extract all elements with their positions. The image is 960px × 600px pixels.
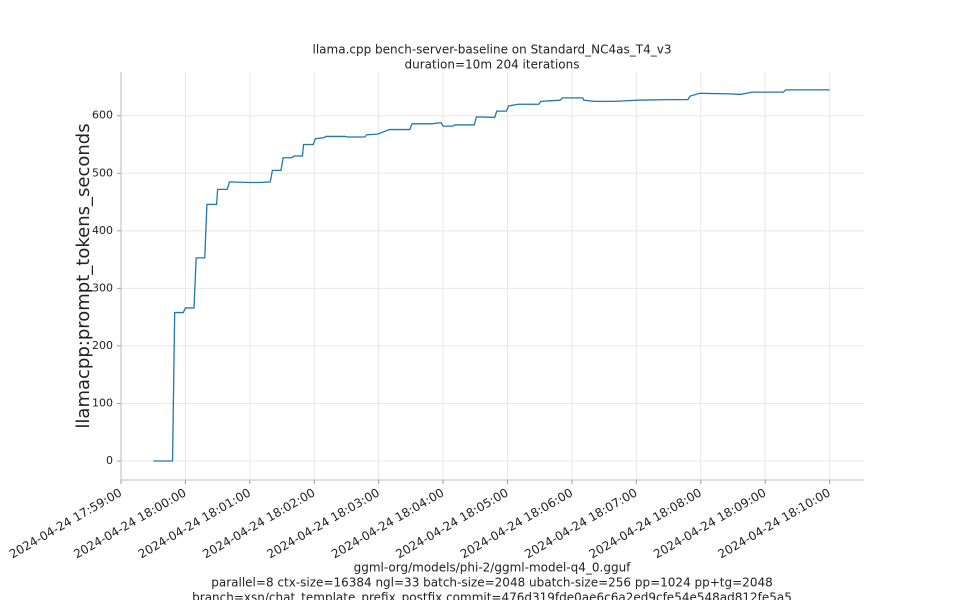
- x-tick-label: 2024-04-24 18:10:00: [716, 486, 833, 562]
- x-tick-label: 2024-04-24 18:01:00: [136, 486, 253, 562]
- x-tick-label: 2024-04-24 18:09:00: [651, 486, 768, 562]
- x-tick-label: 2024-04-24 18:06:00: [458, 486, 575, 562]
- y-tick-label: 600: [92, 109, 113, 122]
- y-tick-label: 400: [92, 224, 113, 237]
- x-tick-label: 2024-04-24 18:03:00: [265, 486, 382, 562]
- chart-subtitle: duration=10m 204 iterations: [405, 58, 580, 72]
- caption: ggml-org/models/phi-2/ggml-model-q4_0.gg…: [354, 561, 632, 575]
- x-tick-label: 2024-04-24 18:02:00: [200, 486, 317, 562]
- y-tick-label: 300: [92, 281, 113, 294]
- y-axis-label: llamacpp:prompt_tokens_seconds: [73, 123, 94, 428]
- y-tick-label: 200: [92, 339, 113, 352]
- y-tick-label: 0: [106, 454, 113, 467]
- chart-title: llama.cpp bench-server-baseline on Stand…: [313, 43, 672, 57]
- data-line: [153, 89, 830, 462]
- caption: branch=xsn/chat_template_prefix_postfix …: [192, 591, 792, 600]
- x-tick-label: 2024-04-24 18:08:00: [587, 486, 704, 562]
- x-tick-label: 2024-04-24 18:00:00: [71, 486, 188, 562]
- x-tick-label: 2024-04-24 18:05:00: [393, 486, 510, 562]
- x-tick-label: 2024-04-24 18:04:00: [329, 486, 446, 562]
- x-tick-label: 2024-04-24 18:07:00: [522, 486, 639, 562]
- x-tick-label: 2024-04-24 17:59:00: [7, 486, 124, 562]
- y-tick-label: 500: [92, 166, 113, 179]
- y-tick-label: 100: [92, 396, 113, 409]
- caption: parallel=8 ctx-size=16384 ngl=33 batch-s…: [211, 576, 772, 590]
